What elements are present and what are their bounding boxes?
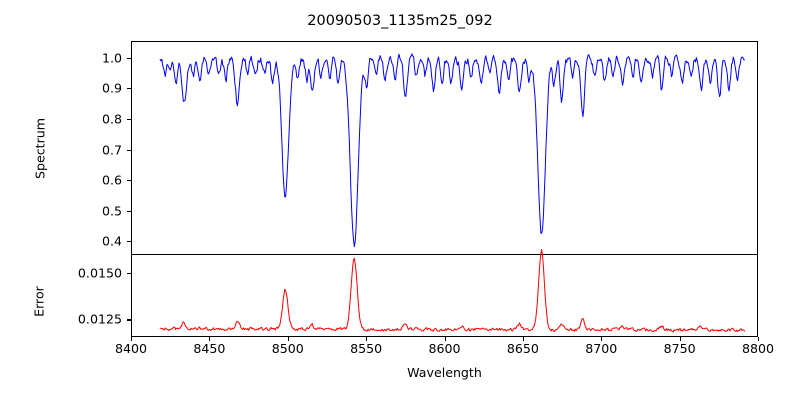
- x-tick-label: 8400: [114, 341, 148, 356]
- x-tickmark: [209, 337, 211, 341]
- error-y-tick-label: 0.0150: [77, 265, 122, 281]
- spectrum-y-tickmark: [127, 57, 131, 59]
- spectrum-y-tickmark: [127, 241, 131, 243]
- spectrum-y-tickmark: [127, 88, 131, 90]
- error-y-axis-label: Error: [31, 286, 47, 317]
- x-axis-label: Wavelength: [407, 365, 482, 380]
- x-tick-label: 8550: [350, 341, 383, 356]
- x-tickmark: [131, 337, 133, 341]
- x-tickmark: [444, 337, 446, 341]
- x-tickmark: [758, 337, 760, 341]
- error-y-tickmark: [127, 273, 131, 275]
- x-tick-label: 8600: [428, 341, 461, 356]
- spectrum-y-axis-label: Spectrum: [32, 117, 48, 180]
- x-tickmark: [679, 337, 681, 341]
- spectrum-y-tick-label: 1.0: [101, 50, 122, 66]
- spectrum-axes: [131, 41, 758, 255]
- x-tick-label: 8750: [663, 341, 696, 356]
- spectrum-y-tickmark: [127, 118, 131, 120]
- x-tickmark: [366, 337, 368, 341]
- spectrum-y-tick-label: 0.4: [101, 233, 122, 249]
- spectrum-y-tick-label: 0.9: [101, 80, 122, 96]
- chart-title: 20090503_1135m25_092: [307, 13, 493, 29]
- spectrum-line-series: [132, 42, 757, 254]
- spectrum-y-tick-label: 0.8: [101, 111, 122, 127]
- spectrum-y-tickmark: [127, 149, 131, 151]
- error-line-series: [132, 255, 757, 336]
- x-tickmark: [287, 337, 289, 341]
- spectrum-y-tick-label: 0.5: [101, 203, 122, 219]
- spectrum-y-tick-label: 0.7: [101, 142, 122, 158]
- x-tick-label: 8700: [585, 341, 618, 356]
- x-tickmark: [601, 337, 603, 341]
- error-axes: [131, 254, 758, 337]
- error-y-tickmark: [127, 319, 131, 321]
- spectrum-y-tickmark: [127, 210, 131, 212]
- x-tick-label: 8500: [271, 341, 304, 356]
- spectrum-y-tick-label: 0.6: [101, 172, 122, 188]
- x-tick-label: 8800: [741, 341, 775, 356]
- spectrum-y-tickmark: [127, 180, 131, 182]
- x-tick-label: 8450: [193, 341, 226, 356]
- error-y-tick-label: 0.0125: [77, 311, 122, 327]
- x-tick-label: 8650: [506, 341, 539, 356]
- x-tickmark: [522, 337, 524, 341]
